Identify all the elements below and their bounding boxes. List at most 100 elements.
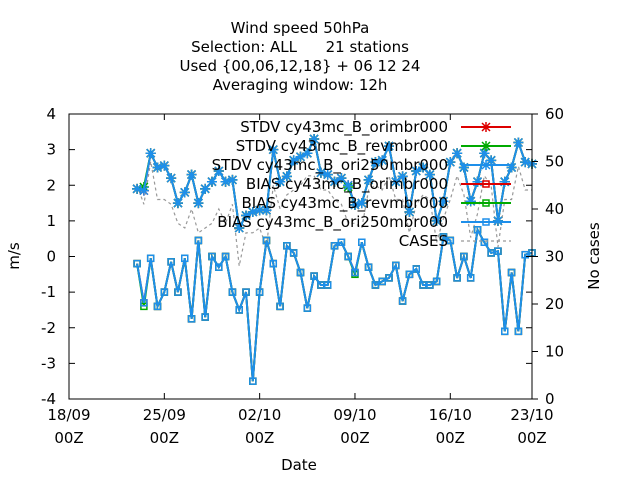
data-point bbox=[234, 223, 245, 233]
data-point bbox=[445, 157, 456, 168]
data-point bbox=[193, 198, 204, 209]
data-point bbox=[424, 169, 435, 180]
y-tick-label: 3 bbox=[46, 141, 56, 159]
data-point bbox=[364, 263, 373, 271]
title-line-4: Averaging window: 12h bbox=[213, 76, 388, 94]
data-point bbox=[390, 176, 401, 187]
legend-label: BIAS cy43mc_B_revmbr000 bbox=[242, 194, 449, 213]
data-point bbox=[492, 215, 503, 226]
x-tick-label-date: 16/10 bbox=[429, 406, 472, 424]
data-point bbox=[228, 288, 237, 296]
series-line bbox=[136, 226, 533, 382]
data-point bbox=[411, 166, 422, 176]
data-point bbox=[472, 176, 483, 187]
data-point bbox=[452, 148, 463, 159]
data-point bbox=[167, 258, 175, 266]
data-point bbox=[140, 299, 148, 307]
data-point bbox=[405, 270, 414, 279]
legend-label: STDV cy43mc_B_revmbr000 bbox=[236, 137, 448, 156]
data-point bbox=[356, 198, 367, 209]
data-point bbox=[302, 148, 313, 159]
data-point bbox=[145, 148, 156, 159]
data-point bbox=[269, 259, 278, 268]
y-tick-label: -2 bbox=[41, 319, 56, 337]
data-point bbox=[153, 302, 162, 311]
data-point bbox=[303, 304, 312, 312]
y2-tick-label: 60 bbox=[545, 105, 564, 123]
data-point bbox=[200, 183, 211, 194]
data-point bbox=[317, 281, 325, 289]
data-point bbox=[296, 268, 305, 277]
data-point bbox=[458, 162, 469, 173]
data-point bbox=[398, 297, 407, 305]
data-point bbox=[499, 176, 510, 187]
data-point bbox=[249, 377, 257, 385]
data-point bbox=[172, 198, 183, 209]
data-point bbox=[281, 171, 292, 182]
data-point bbox=[159, 160, 170, 171]
legend-label: BIAS cy43mc_B_ori250mbr000 bbox=[217, 213, 448, 232]
data-point bbox=[208, 252, 216, 261]
data-point bbox=[439, 233, 448, 241]
data-point bbox=[187, 315, 196, 323]
data-point bbox=[322, 169, 333, 180]
data-point bbox=[309, 133, 320, 144]
data-point bbox=[513, 137, 524, 148]
series-line bbox=[136, 161, 532, 267]
data-point bbox=[276, 302, 284, 311]
legend-swatch-marker bbox=[481, 122, 491, 132]
x-tick-label-hour: 00Z bbox=[150, 429, 179, 447]
data-point bbox=[363, 174, 374, 185]
series-stdv-cy43mc-b-ori250mbr000 bbox=[132, 133, 537, 233]
data-point bbox=[465, 196, 476, 207]
data-point bbox=[247, 206, 258, 217]
x-axis-label: Date bbox=[281, 456, 317, 474]
data-point bbox=[329, 176, 340, 187]
data-point bbox=[431, 215, 442, 226]
data-point bbox=[486, 155, 497, 166]
data-point bbox=[242, 288, 250, 296]
data-point bbox=[466, 274, 475, 282]
data-point bbox=[371, 281, 380, 289]
data-point bbox=[343, 180, 354, 191]
data-point bbox=[377, 155, 388, 166]
legend-swatch-marker bbox=[482, 199, 490, 207]
y-tick-label: 1 bbox=[46, 212, 56, 230]
data-point bbox=[194, 236, 203, 245]
title-line-1: Wind speed 50hPa bbox=[231, 19, 370, 37]
x-tick-label-date: 18/09 bbox=[47, 406, 90, 424]
data-point bbox=[385, 274, 393, 282]
data-point bbox=[310, 272, 318, 280]
y2-axis-label: No cases bbox=[585, 222, 603, 290]
data-point bbox=[132, 183, 143, 194]
data-point bbox=[330, 242, 339, 250]
series-line bbox=[136, 226, 533, 382]
data-point bbox=[275, 176, 286, 187]
y-axis-label: m/s bbox=[5, 242, 23, 270]
data-point bbox=[138, 185, 149, 196]
legend-label: CASES bbox=[399, 232, 448, 250]
data-point bbox=[453, 274, 461, 282]
y2-tick-label: 20 bbox=[545, 295, 564, 313]
data-point bbox=[351, 268, 359, 277]
y-tick-label: -4 bbox=[41, 390, 56, 408]
data-point bbox=[507, 268, 516, 277]
data-point bbox=[521, 250, 529, 259]
data-point bbox=[479, 148, 490, 159]
data-point bbox=[146, 254, 155, 263]
y-tick-label: 2 bbox=[46, 176, 56, 194]
data-point bbox=[358, 238, 366, 246]
data-point bbox=[254, 205, 265, 216]
y2-tick-label: 0 bbox=[545, 390, 555, 408]
legend-label: BIAS cy43mc_B_orimbr000 bbox=[246, 175, 448, 194]
data-point bbox=[174, 288, 182, 296]
legend-swatch-marker bbox=[482, 218, 490, 226]
data-point bbox=[514, 327, 523, 336]
data-point bbox=[487, 249, 495, 257]
data-point bbox=[295, 151, 306, 162]
data-point bbox=[283, 242, 291, 250]
data-point bbox=[152, 162, 163, 173]
data-point bbox=[206, 176, 217, 187]
y2-tick-label: 50 bbox=[545, 153, 564, 171]
